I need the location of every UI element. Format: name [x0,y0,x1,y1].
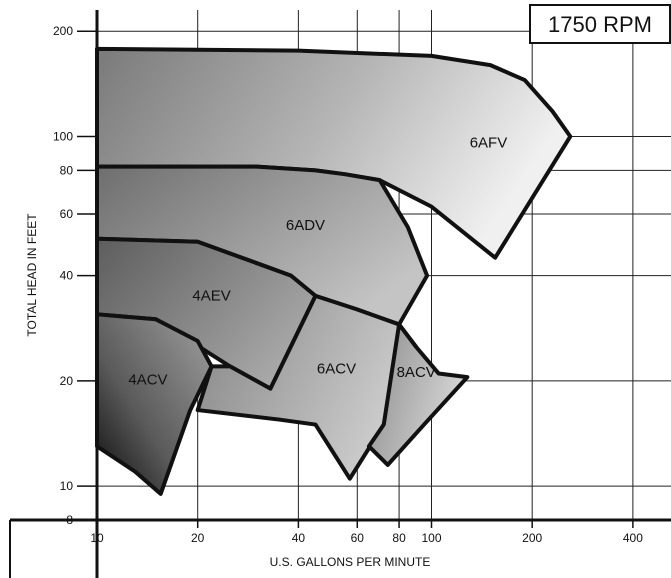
y-tick-labels: 8 10 20 40 60 80 100 200 [53,24,73,527]
region-labels: 6AFV 6ADV 4AEV 6ACV 8ACV 4ACV [128,134,507,388]
y-axis-title: TOTAL HEAD IN FEET [25,213,39,337]
x-tick-label-100: 100 [421,531,441,545]
x-tick-label-200: 200 [522,531,542,545]
region-label-6adv: 6ADV [286,217,325,234]
region-8acv [366,322,470,467]
y-tick-label-20: 20 [60,374,74,388]
rpm-box-frame [529,4,671,44]
x-tick-label-400: 400 [623,531,643,545]
performance-regions [95,46,573,496]
region-label-4aev: 4AEV [192,287,230,304]
rpm-box: 1750 RPM [529,4,671,44]
region-label-6acv: 6ACV [317,360,356,377]
region-label-8acv: 8ACV [397,364,436,381]
y-tick-label-100: 100 [53,129,73,143]
y-tick-label-60: 60 [60,207,74,221]
y-tick-label-10: 10 [60,479,74,493]
axes [9,10,671,578]
x-tick-label-60: 60 [351,531,365,545]
x-tick-labels: 10 20 40 60 80 100 200 400 [90,531,643,545]
x-tick-label-20: 20 [191,531,205,545]
y-tick-label-40: 40 [60,269,74,283]
y-tick-label-8: 8 [66,513,73,527]
region-label-6afv: 6AFV [470,134,508,151]
x-axis-title: U.S. GALLONS PER MINUTE [270,555,431,569]
y-tick-label-80: 80 [60,163,74,177]
y-tick-label-200: 200 [53,24,73,38]
x-tick-label-10: 10 [90,531,104,545]
chart-title: 1750 RPM [548,12,652,37]
x-tick-label-40: 40 [292,531,306,545]
region-label-4acv: 4ACV [128,372,167,389]
region-4acv [95,312,214,496]
x-tick-label-80: 80 [392,531,406,545]
